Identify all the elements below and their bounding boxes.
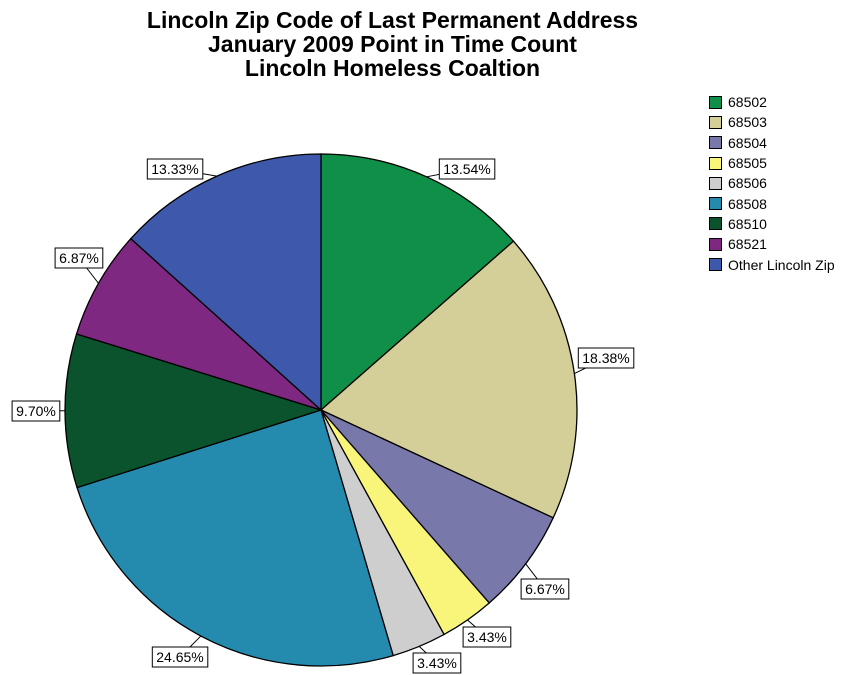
pie-slice-68504	[320, 409, 555, 604]
chart-title-line-3: Lincoln Homeless Coaltion	[244, 55, 541, 81]
legend-label: 68502	[728, 94, 767, 111]
pie-value-label: 24.65%	[151, 646, 209, 668]
pie-value-label-text: 6.87%	[59, 250, 99, 266]
legend-item: 68504	[709, 133, 835, 153]
pie-slice-other-lincoln-zip	[129, 153, 322, 412]
pie-value-label-text: 13.54%	[443, 161, 490, 177]
legend-swatch	[709, 115, 722, 129]
legend-label: 68503	[728, 114, 767, 131]
legend-item: 68505	[709, 153, 835, 173]
legend-label: 68510	[728, 215, 767, 232]
pie-value-label: 3.43%	[412, 652, 462, 674]
pie-value-label-text: 18.38%	[582, 350, 629, 366]
pie-value-label-box	[11, 400, 61, 422]
pie-value-label-box	[438, 158, 496, 180]
pie-value-label: 18.38%	[577, 347, 635, 369]
chart-title-line-1: Lincoln Zip Code of Last Permanent Addre…	[146, 7, 639, 33]
pie-value-label: 9.70%	[11, 400, 61, 422]
pie-value-label: 6.67%	[520, 578, 570, 600]
pie-slice-68508	[76, 409, 394, 667]
legend-label: 68505	[728, 155, 767, 172]
pie-value-label: 13.54%	[438, 158, 496, 180]
legend-label: 68508	[728, 195, 767, 212]
pie-value-label-box	[412, 652, 462, 674]
legend-swatch	[709, 258, 722, 272]
legend-item: 68503	[709, 112, 835, 132]
legend-swatch	[709, 237, 722, 251]
legend-swatch	[709, 95, 722, 109]
legend-item: 68502	[709, 92, 835, 112]
pie-value-labels: 13.54% 18.38% 6.67% 3.43% 3.43% 24.65% 9.70% 6.…	[11, 158, 635, 674]
pie-value-label: 3.43%	[462, 626, 512, 648]
legend-label: 68521	[728, 236, 767, 253]
pie-value-label-box	[151, 646, 209, 668]
pie-slices	[64, 153, 578, 667]
legend-swatch	[709, 156, 722, 170]
pie-value-label-text: 6.67%	[525, 581, 565, 597]
pie-slice-68521	[75, 237, 322, 411]
pie-value-label-text: 13.33%	[151, 161, 198, 177]
pie-slice-68503	[319, 240, 578, 519]
pie-slice-68510	[64, 333, 324, 489]
pie-value-label-box	[462, 626, 512, 648]
pie-value-label-box	[146, 158, 204, 180]
pie-value-label-text: 9.70%	[16, 403, 56, 419]
legend-label: 68504	[728, 134, 767, 151]
legend-swatch	[709, 176, 722, 190]
pie-value-label-text: 24.65%	[156, 649, 203, 665]
legend-item: 68521	[709, 234, 835, 254]
pie-value-label: 6.87%	[54, 247, 104, 269]
legend-label: 68506	[728, 175, 767, 192]
pie-slice-68502	[320, 153, 515, 412]
legend-label: Other Lincoln Zip	[728, 256, 835, 273]
pie-value-label-box	[520, 578, 570, 600]
legend-swatch	[709, 217, 722, 231]
chart-title: Lincoln Zip Code of Last Permanent Addre…	[0, 8, 785, 80]
legend-swatch	[709, 136, 722, 150]
legend-item: 68506	[709, 173, 835, 193]
pie-value-label-box	[577, 347, 635, 369]
pie-value-label: 13.33%	[146, 158, 204, 180]
legend-item: 68508	[709, 193, 835, 213]
chart-legend: 68502 68503 68504 68505 68506 68508 68510 68521…	[709, 92, 835, 275]
pie-value-label-text: 3.43%	[467, 629, 507, 645]
pie-value-label-box	[54, 247, 104, 269]
legend-item: 68510	[709, 214, 835, 234]
chart-title-line-2: January 2009 Point in Time Count	[208, 31, 577, 57]
pie-value-label-text: 3.43%	[417, 655, 457, 671]
legend-item: Other Lincoln Zip	[709, 254, 835, 274]
legend-swatch	[709, 197, 722, 211]
